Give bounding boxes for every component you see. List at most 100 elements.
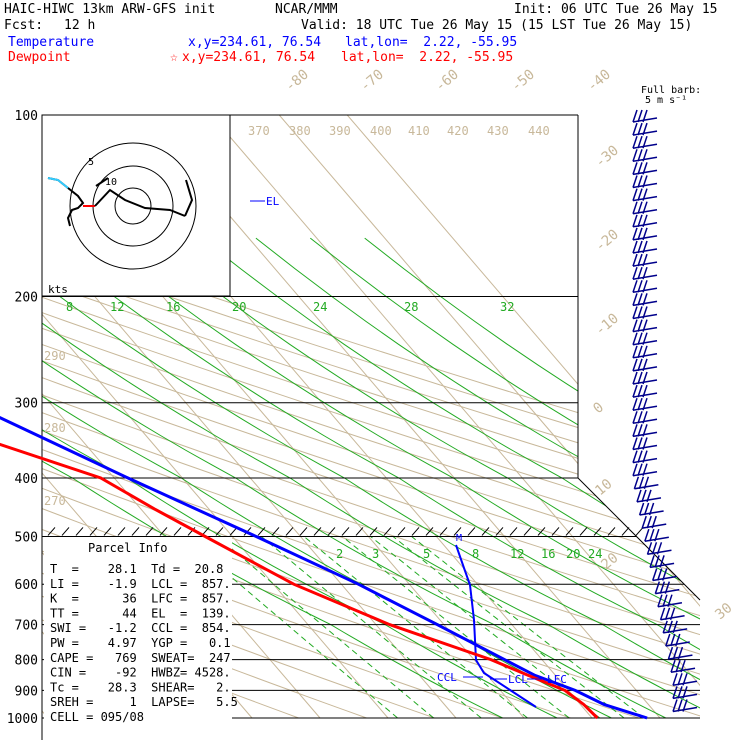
mixing-ratio-tick-label: 16 (166, 300, 180, 314)
wind-barb-shaft (647, 549, 672, 556)
isotherm-tick-label: -40 (584, 67, 614, 96)
wind-barb-flag (670, 659, 676, 673)
wind-barb-flag (632, 371, 638, 385)
barb-legend-line1: Full barb: (641, 85, 702, 96)
freezing-level-hatch (47, 527, 56, 536)
wind-barb-flag (637, 293, 643, 306)
wind-barb-flag (672, 620, 678, 634)
wind-barb-flag (642, 358, 648, 372)
freezing-level-hatch (355, 527, 364, 536)
lfc-label: LFC (547, 673, 567, 686)
wind-barb-flag (642, 135, 648, 149)
wind-barb-flag (637, 201, 643, 214)
wind-barb-flag (664, 607, 671, 621)
wind-barb-flag (642, 306, 648, 319)
el-label: EL (266, 195, 280, 208)
wind-barb-flag (654, 581, 661, 594)
wind-barb-shaft (632, 143, 658, 149)
wind-barb-shaft (632, 208, 658, 215)
wind-barb-flag (642, 424, 648, 437)
mixing-ratio-tick-label: 12 (510, 547, 524, 561)
theta-tick-label: 420 (447, 124, 469, 138)
pressure-tick-label: 600 (15, 578, 38, 593)
wind-barb-flag (637, 437, 643, 450)
wind-barb-shaft (665, 641, 690, 647)
wind-barb-flag (632, 306, 638, 319)
mixing-ratio-tick-label: 12 (110, 300, 124, 314)
freezing-level-hatch (635, 527, 644, 536)
freezing-level-label: M (456, 533, 462, 544)
mixing-ratio-tick-label: 28 (404, 300, 418, 314)
wind-barb-flag (642, 253, 648, 267)
hodograph-trace-5 (184, 179, 194, 217)
isotherm-tick-label: -30 (592, 143, 622, 172)
wind-barb-shaft (632, 287, 658, 294)
hodograph-trace-6 (95, 177, 109, 187)
hodograph-ring-label-10: 10 (105, 177, 117, 188)
parcel-info-box: Parcel Info (44, 537, 232, 727)
wind-barb-flag (642, 463, 648, 476)
wind-barb-flag (646, 489, 652, 503)
mixing-ratio-tick-label: 32 (500, 300, 514, 314)
parcel-row: TT = 44 EL = 139. (50, 606, 231, 620)
wind-barb-flag (632, 332, 638, 345)
pressure-tick-label: 900 (15, 684, 38, 699)
freezing-level-hatch (621, 527, 630, 536)
wind-barb-flag (642, 384, 648, 398)
wind-barb-flag (637, 135, 643, 149)
wind-barb-flag (643, 476, 650, 490)
wind-barb-flag (664, 581, 671, 594)
freezing-level-hatch (103, 527, 112, 536)
pressure-tick-label: 100 (15, 109, 38, 124)
isotherm-line (210, 115, 700, 719)
freezing-level-hatch (61, 527, 70, 536)
wind-barb-flag (682, 699, 688, 712)
wind-barb-flag (632, 214, 638, 228)
wind-barb-shaft (632, 353, 658, 359)
wind-barb-shaft (663, 628, 688, 634)
mixing-ratio-tick-label: 20 (566, 547, 580, 561)
wind-barb-shaft (632, 235, 658, 241)
dry-adiabat-line (42, 115, 700, 719)
freezing-level-hatch (145, 527, 154, 536)
wind-barb-flag (632, 135, 638, 149)
wind-barb-flag (677, 673, 683, 686)
wind-barb-shaft (632, 379, 658, 385)
freezing-level-hatch (481, 527, 490, 536)
mixing-ratio-tick-label: 2 (336, 547, 343, 561)
mixing-ratio-line (370, 536, 601, 719)
hodograph: 5 10 kts (41, 114, 231, 297)
freezing-level-hatch (509, 527, 518, 536)
wind-barb-flag (662, 620, 668, 634)
wind-barb-flag (642, 149, 648, 162)
wind-barb-flag (672, 699, 678, 712)
wind-barb-flag (637, 122, 643, 136)
wind-barb-flag (637, 319, 643, 332)
wind-barb-flag (651, 515, 657, 529)
wind-barb-flag (642, 122, 648, 136)
dry-adiabat-line (42, 115, 700, 719)
hodograph-frame (41, 114, 231, 297)
wind-barb-flag (637, 162, 643, 175)
freezing-level-hatch (299, 527, 308, 536)
wind-barb-flag (675, 659, 681, 673)
mixing-ratio-tick-label: 24 (588, 547, 602, 561)
parcel-row: CIN = -92 HWBZ= 4528. (50, 666, 231, 680)
dry-adiabat-line (42, 115, 700, 719)
wind-barb-flag (672, 646, 679, 660)
isotherm-tick-label: -50 (508, 67, 538, 96)
wind-barb-shaft (632, 418, 658, 425)
pressure-tick-label: 200 (15, 291, 38, 306)
wind-barb-flag (642, 162, 648, 175)
wind-barb-flag (632, 188, 638, 201)
wind-barb-flag (667, 594, 673, 607)
wind-barb-shaft (632, 366, 658, 372)
init-time: Init: 06 UTC Tue 26 May 15 (514, 2, 718, 17)
wind-barb-flag (682, 673, 688, 686)
freezing-level-hatch (89, 527, 98, 536)
wind-barb-shaft (657, 601, 683, 608)
parcel-rows: T = 28.1 Td = 20.8LI = -1.9 LCL = 857.K … (50, 562, 238, 724)
pressure-labels: 100 200 300 400 500 600 700 800 900 1000 (7, 109, 38, 727)
isotherm-tick-label: -80 (282, 67, 312, 96)
dry-adiabat-line (42, 115, 700, 719)
